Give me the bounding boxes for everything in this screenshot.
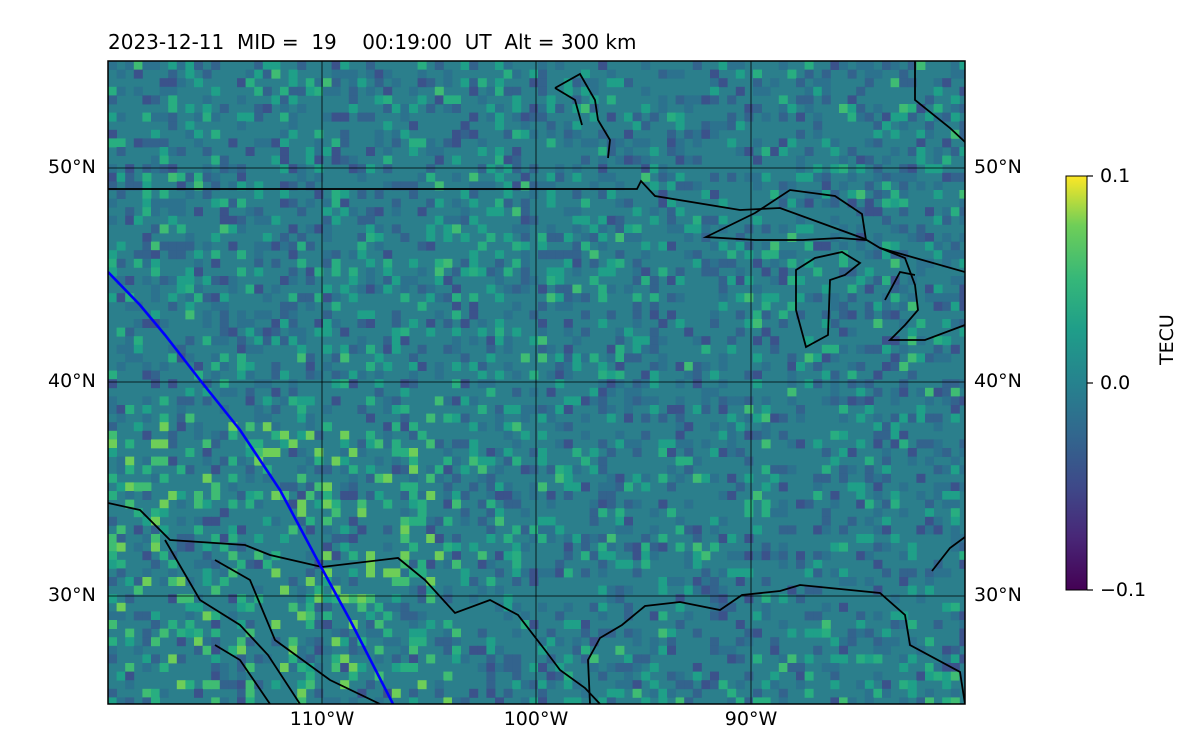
map-title: 2023-12-11 MID = 19 00:19:00 UT Alt = 30…	[108, 30, 637, 54]
lake-michigan	[795, 251, 862, 349]
graticule	[108, 61, 965, 704]
hudson-bay-island	[554, 87, 583, 126]
baja-peninsula	[164, 539, 301, 704]
us-canada-border	[108, 179, 965, 273]
lake-huron-2	[884, 270, 916, 301]
colorbar-label: TECU	[1156, 314, 1178, 365]
colorbar	[1065, 175, 1088, 591]
gulf-coast	[587, 584, 965, 704]
satellite-track	[108, 271, 395, 704]
lat-label-left-30: 30°N	[48, 584, 96, 606]
lon-label-110w: 110°W	[289, 708, 355, 730]
lat-label-left-40: 40°N	[48, 370, 96, 392]
lon-label-90w: 90°W	[724, 708, 778, 730]
colorbar-tick-max: 0.1	[1100, 165, 1131, 187]
northeast-coast	[914, 61, 965, 143]
lat-label-left-50: 50°N	[48, 156, 96, 178]
florida-coast	[931, 536, 965, 572]
baja-west	[214, 644, 271, 704]
lon-label-100w: 100°W	[503, 708, 569, 730]
mexico-border-west	[108, 502, 601, 704]
lat-label-right-40: 40°N	[974, 370, 1022, 392]
colorbar-tick-min: −0.1	[1100, 579, 1147, 601]
coastlines	[108, 61, 965, 704]
tec-field	[108, 61, 965, 704]
colorbar-tick-zero: 0.0	[1100, 372, 1131, 394]
baja-gulf	[214, 559, 381, 704]
lat-label-right-30: 30°N	[974, 584, 1022, 606]
lat-label-right-50: 50°N	[974, 156, 1022, 178]
hudson-bay-coast	[554, 72, 611, 159]
lake-huron	[879, 247, 965, 341]
lake-superior	[702, 189, 868, 241]
map-frame	[107, 60, 966, 705]
